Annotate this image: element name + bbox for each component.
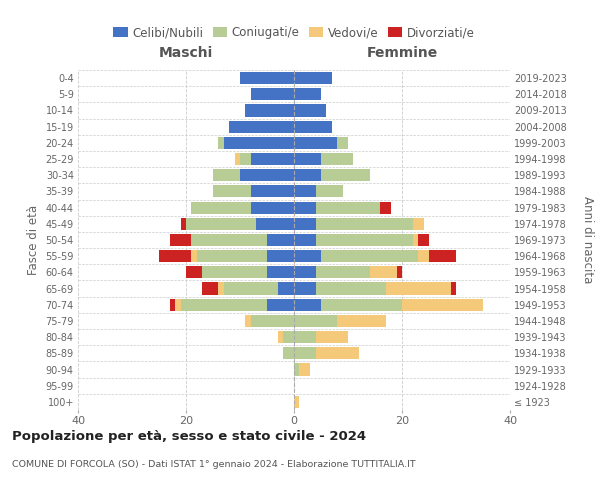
Bar [213,169,240,181]
Bar [191,202,251,213]
Bar [418,250,429,262]
Bar [278,282,294,294]
Bar [316,282,386,294]
Bar [202,282,218,294]
Text: Maschi: Maschi [159,46,213,60]
Y-axis label: Fasce di età: Fasce di età [27,205,40,275]
Bar [337,315,386,327]
Bar [240,72,294,84]
Bar [294,120,332,132]
Bar [294,137,337,149]
Bar [294,266,316,278]
Bar [224,137,294,149]
Bar [294,153,321,165]
Bar [267,234,294,246]
Bar [240,153,251,165]
Bar [386,282,451,294]
Bar [337,137,348,149]
Bar [251,88,294,101]
Bar [235,153,240,165]
Text: Femmine: Femmine [367,46,437,60]
Bar [251,202,294,213]
Bar [321,250,418,262]
Bar [294,202,316,213]
Bar [316,202,380,213]
Bar [370,266,397,278]
Bar [316,348,359,360]
Bar [170,234,191,246]
Bar [283,331,294,343]
Bar [294,331,316,343]
Bar [413,218,424,230]
Bar [181,298,267,311]
Bar [256,218,294,230]
Bar [294,298,321,311]
Bar [294,315,337,327]
Bar [294,169,321,181]
Bar [191,234,267,246]
Bar [197,250,267,262]
Bar [251,315,294,327]
Bar [213,186,251,198]
Bar [191,250,197,262]
Bar [397,266,402,278]
Bar [418,234,429,246]
Bar [294,88,321,101]
Bar [278,331,283,343]
Bar [316,218,413,230]
Bar [316,266,370,278]
Bar [299,364,310,376]
Bar [413,234,418,246]
Bar [294,186,316,198]
Bar [170,298,175,311]
Bar [321,298,402,311]
Bar [402,298,483,311]
Bar [294,72,332,84]
Bar [218,282,224,294]
Bar [316,331,348,343]
Bar [316,186,343,198]
Bar [224,282,278,294]
Bar [321,153,353,165]
Bar [251,153,294,165]
Bar [267,250,294,262]
Bar [294,364,299,376]
Bar [294,282,316,294]
Text: Popolazione per età, sesso e stato civile - 2024: Popolazione per età, sesso e stato civil… [12,430,366,443]
Bar [245,315,251,327]
Bar [159,250,191,262]
Bar [380,202,391,213]
Bar [181,218,186,230]
Bar [202,266,267,278]
Bar [229,120,294,132]
Bar [186,218,256,230]
Legend: Celibi/Nubili, Coniugati/e, Vedovi/e, Divorziati/e: Celibi/Nubili, Coniugati/e, Vedovi/e, Di… [109,22,479,44]
Bar [245,104,294,117]
Bar [294,234,316,246]
Bar [451,282,456,294]
Bar [294,348,316,360]
Text: COMUNE DI FORCOLA (SO) - Dati ISTAT 1° gennaio 2024 - Elaborazione TUTTITALIA.IT: COMUNE DI FORCOLA (SO) - Dati ISTAT 1° g… [12,460,416,469]
Bar [294,218,316,230]
Bar [321,169,370,181]
Bar [429,250,456,262]
Bar [294,396,299,408]
Bar [283,348,294,360]
Bar [294,104,326,117]
Bar [316,234,413,246]
Bar [251,186,294,198]
Bar [186,266,202,278]
Bar [267,298,294,311]
Bar [175,298,181,311]
Bar [240,169,294,181]
Bar [218,137,224,149]
Bar [294,250,321,262]
Y-axis label: Anni di nascita: Anni di nascita [581,196,594,284]
Bar [267,266,294,278]
